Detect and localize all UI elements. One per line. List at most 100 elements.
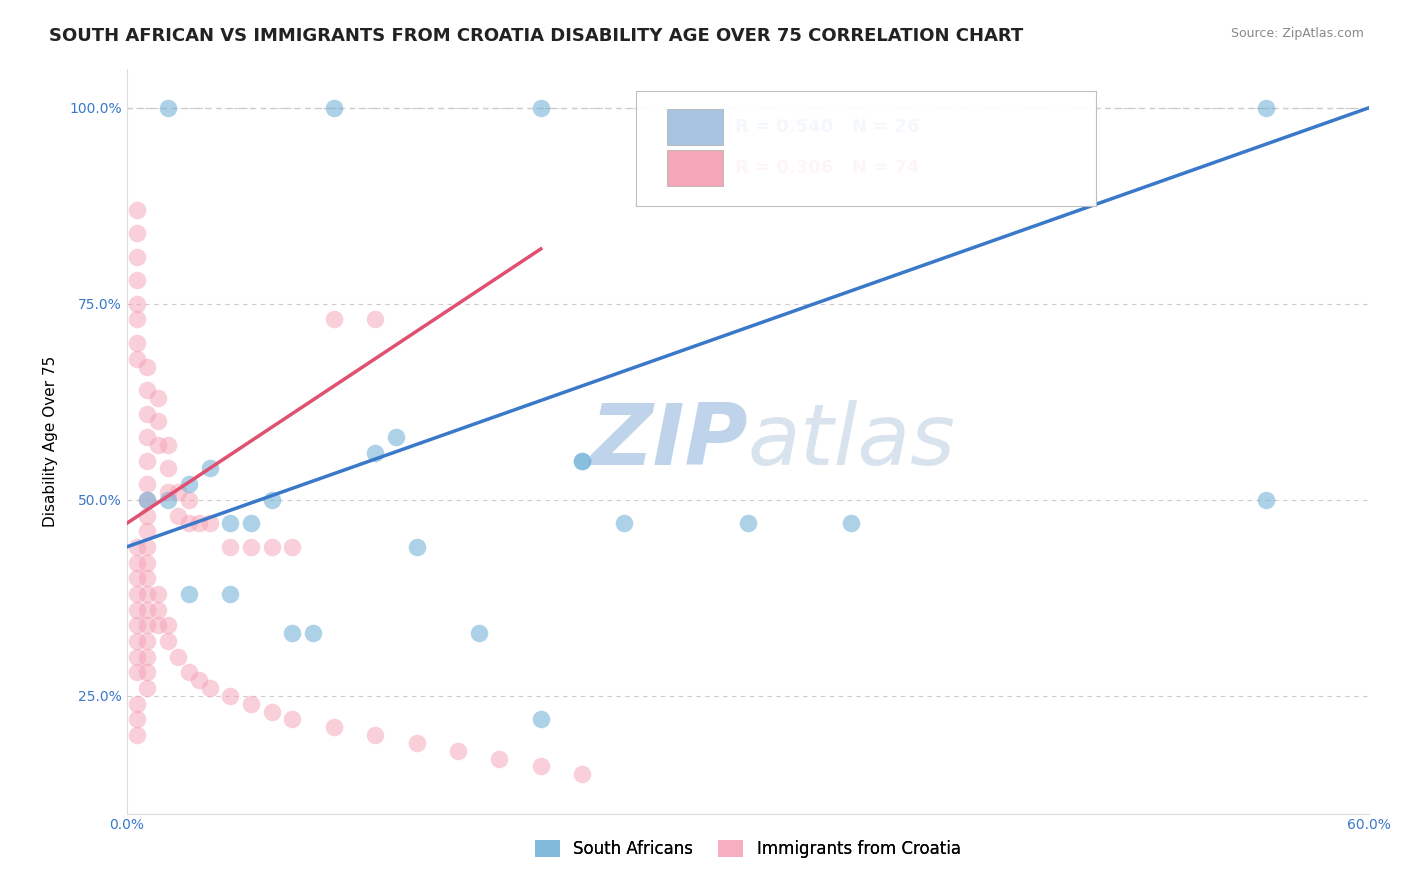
Immigrants from Croatia: [136, 492, 159, 507]
FancyBboxPatch shape: [636, 91, 1095, 206]
Immigrants from Croatia: [281, 713, 304, 727]
Text: ZIP: ZIP: [591, 400, 748, 483]
Immigrants from Croatia: [136, 556, 159, 570]
Immigrants from Croatia: [146, 438, 169, 452]
Immigrants from Croatia: [157, 461, 180, 475]
Immigrants from Croatia: [281, 540, 304, 554]
Immigrants from Croatia: [136, 430, 159, 444]
Immigrants from Croatia: [177, 665, 200, 680]
Immigrants from Croatia: [136, 508, 159, 523]
Immigrants from Croatia: [136, 383, 159, 397]
Immigrants from Croatia: [157, 618, 180, 632]
Immigrants from Croatia: [125, 556, 148, 570]
Text: atlas: atlas: [748, 400, 956, 483]
Immigrants from Croatia: [136, 571, 159, 585]
South Africans: [1254, 492, 1277, 507]
Immigrants from Croatia: [136, 587, 159, 601]
Immigrants from Croatia: [125, 571, 148, 585]
Immigrants from Croatia: [188, 673, 211, 688]
Immigrants from Croatia: [157, 438, 180, 452]
Immigrants from Croatia: [125, 649, 148, 664]
Immigrants from Croatia: [125, 665, 148, 680]
Text: Source: ZipAtlas.com: Source: ZipAtlas.com: [1230, 27, 1364, 40]
Immigrants from Croatia: [136, 407, 159, 421]
Immigrants from Croatia: [571, 767, 593, 781]
Immigrants from Croatia: [136, 477, 159, 491]
Immigrants from Croatia: [136, 453, 159, 467]
Immigrants from Croatia: [125, 297, 148, 311]
Immigrants from Croatia: [157, 485, 180, 500]
Immigrants from Croatia: [136, 681, 159, 695]
Immigrants from Croatia: [364, 312, 387, 326]
Immigrants from Croatia: [167, 485, 190, 500]
South Africans: [571, 453, 593, 467]
Immigrants from Croatia: [125, 273, 148, 287]
Immigrants from Croatia: [136, 634, 159, 648]
Immigrants from Croatia: [146, 602, 169, 616]
South Africans: [467, 626, 489, 640]
Immigrants from Croatia: [447, 744, 470, 758]
South Africans: [281, 626, 304, 640]
South Africans: [219, 516, 242, 531]
Immigrants from Croatia: [260, 540, 283, 554]
Immigrants from Croatia: [125, 697, 148, 711]
South Africans: [157, 492, 180, 507]
Immigrants from Croatia: [405, 736, 427, 750]
Immigrants from Croatia: [125, 634, 148, 648]
Immigrants from Croatia: [125, 587, 148, 601]
Immigrants from Croatia: [146, 391, 169, 405]
Immigrants from Croatia: [136, 618, 159, 632]
South Africans: [613, 516, 636, 531]
Y-axis label: Disability Age Over 75: Disability Age Over 75: [44, 355, 58, 526]
South Africans: [530, 101, 553, 115]
South Africans: [198, 461, 221, 475]
Immigrants from Croatia: [322, 720, 344, 734]
Immigrants from Croatia: [146, 587, 169, 601]
Immigrants from Croatia: [125, 336, 148, 351]
Immigrants from Croatia: [136, 524, 159, 539]
Immigrants from Croatia: [198, 516, 221, 531]
Immigrants from Croatia: [219, 689, 242, 703]
South Africans: [1254, 101, 1277, 115]
South Africans: [136, 492, 159, 507]
Immigrants from Croatia: [239, 697, 262, 711]
Text: R = 0.306   N = 74: R = 0.306 N = 74: [735, 160, 920, 178]
Immigrants from Croatia: [260, 705, 283, 719]
Immigrants from Croatia: [188, 516, 211, 531]
Immigrants from Croatia: [125, 728, 148, 742]
South Africans: [405, 540, 427, 554]
Immigrants from Croatia: [125, 202, 148, 217]
South Africans: [322, 101, 344, 115]
Immigrants from Croatia: [167, 649, 190, 664]
South Africans: [364, 446, 387, 460]
Immigrants from Croatia: [322, 312, 344, 326]
South Africans: [530, 713, 553, 727]
Immigrants from Croatia: [146, 414, 169, 428]
South Africans: [177, 477, 200, 491]
Immigrants from Croatia: [125, 250, 148, 264]
Immigrants from Croatia: [125, 351, 148, 366]
South Africans: [177, 587, 200, 601]
Immigrants from Croatia: [530, 759, 553, 773]
Immigrants from Croatia: [146, 618, 169, 632]
South Africans: [302, 626, 325, 640]
Text: R = 0.540   N = 26: R = 0.540 N = 26: [735, 118, 920, 136]
Immigrants from Croatia: [157, 634, 180, 648]
Immigrants from Croatia: [198, 681, 221, 695]
Immigrants from Croatia: [136, 649, 159, 664]
Immigrants from Croatia: [136, 602, 159, 616]
Immigrants from Croatia: [125, 312, 148, 326]
Immigrants from Croatia: [136, 665, 159, 680]
South Africans: [737, 516, 759, 531]
South Africans: [571, 453, 593, 467]
Legend: South Africans, Immigrants from Croatia: South Africans, Immigrants from Croatia: [529, 833, 967, 865]
Immigrants from Croatia: [364, 728, 387, 742]
Immigrants from Croatia: [125, 602, 148, 616]
South Africans: [841, 516, 863, 531]
Immigrants from Croatia: [177, 492, 200, 507]
Text: SOUTH AFRICAN VS IMMIGRANTS FROM CROATIA DISABILITY AGE OVER 75 CORRELATION CHAR: SOUTH AFRICAN VS IMMIGRANTS FROM CROATIA…: [49, 27, 1024, 45]
Immigrants from Croatia: [125, 226, 148, 240]
South Africans: [219, 587, 242, 601]
FancyBboxPatch shape: [666, 109, 723, 145]
Immigrants from Croatia: [219, 540, 242, 554]
